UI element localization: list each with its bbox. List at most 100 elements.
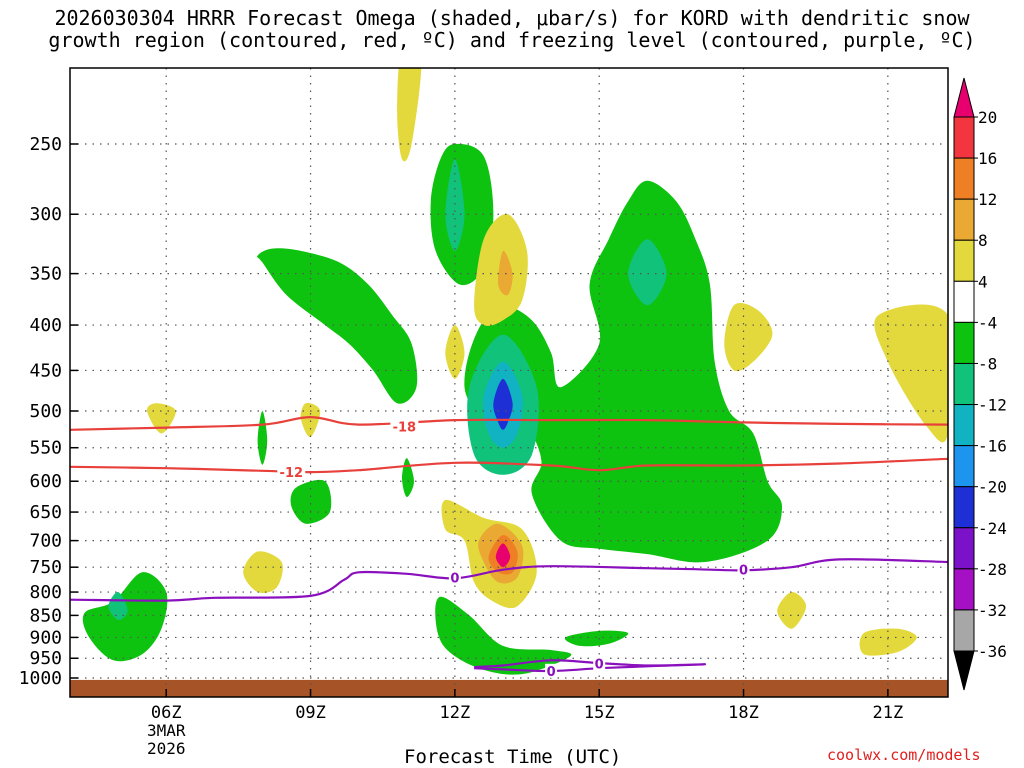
omega-region-teal-right (628, 239, 667, 306)
omega-region-teal-lower-left (108, 591, 128, 620)
colorbar-label--12: -12 (978, 396, 1007, 415)
terrain-fill (70, 679, 948, 697)
colorbar-label--20: -20 (978, 478, 1007, 497)
colorbar-label-16: 16 (978, 149, 997, 168)
contour-freezing-level-lower (474, 659, 707, 673)
colorbar-swatch-5 (953, 280, 975, 323)
omega-region-yellow-right-b (874, 304, 948, 443)
y-tick-label-800: 800 (29, 582, 62, 603)
omega-region-yellow-right-c (777, 591, 807, 629)
omega-region-yellow-left-c (243, 551, 283, 594)
title-line-2: growth region (contoured, red, ºC) and f… (48, 28, 976, 52)
x-tick-label-06Z: 06Z (151, 703, 182, 723)
y-axis: 2503003504004505005506006507007508008509… (19, 134, 78, 689)
x-tick-date-06Z: 3MAR (147, 721, 186, 740)
contour-label-extra-1-bg (737, 562, 750, 577)
y-tick-label-700: 700 (29, 531, 62, 552)
contour-label-dgz-minus-18-bg (390, 419, 419, 434)
colorbar-swatch-3 (953, 198, 975, 241)
y-tick-label-250: 250 (29, 134, 62, 155)
contour-label-freezing-level-main-bg (448, 570, 461, 585)
omega-region-green-upper-left (257, 248, 418, 404)
colorbar-swatch-6 (953, 321, 975, 364)
omega-region-teal-tall (445, 159, 465, 251)
y-tick-label-950: 950 (29, 648, 62, 669)
y-tick-label-1000: 1000 (19, 668, 62, 689)
colorbar-label--36: -36 (978, 642, 1007, 661)
x-tick-label-12Z: 12Z (440, 703, 471, 723)
title-line-1: 2026030304 HRRR Forecast Omega (shaded, … (54, 6, 970, 30)
colorbar-label--8: -8 (978, 354, 997, 373)
colorbar-swatch-8 (953, 404, 975, 447)
y-tick-label-600: 600 (29, 471, 62, 492)
omega-region-yellow-right-d (859, 628, 917, 656)
x-tick-label-18Z: 18Z (728, 703, 759, 723)
colorbar-label--28: -28 (978, 560, 1007, 579)
omega-region-yellow-right-a (724, 302, 773, 372)
omega-region-yellow-left-b (300, 402, 321, 438)
colorbar-swatch-7 (953, 362, 975, 406)
y-tick-label-400: 400 (29, 315, 62, 336)
x-tick-label-09Z: 09Z (295, 703, 326, 723)
contour-label-extra-1: 0 (739, 563, 748, 578)
x-tick-label-21Z: 21Z (873, 703, 904, 723)
colorbar: 20 16 12 8 4 -4 -8 -12 -16 -20 -24 -28 -32 -36 (953, 77, 1007, 691)
omega-region-green-lower-right (564, 630, 629, 647)
contour-label-layer: -18 -12 0 0 0 0 (277, 419, 750, 680)
x-axis-label: Forecast Time (UTC) (404, 746, 622, 768)
colorbar-bottom-arrow (953, 650, 975, 691)
chart-title: 2026030304 HRRR Forecast Omega (shaded, … (0, 7, 1024, 51)
y-tick-label-750: 750 (29, 557, 62, 578)
x-tick-label-15Z: 15Z (584, 703, 615, 723)
contour-label-extra-0: 0 (595, 657, 604, 672)
omega-region-green-sliver-a (257, 411, 268, 465)
contour-label-freezing-level-main: 0 (450, 571, 459, 586)
colorbar-swatch-11 (953, 527, 975, 570)
colorbar-label--24: -24 (978, 519, 1007, 538)
y-tick-label-500: 500 (29, 401, 62, 422)
omega-region-yellow-upper-small (445, 325, 465, 379)
contour-dgz-minus-12 (70, 457, 948, 474)
colorbar-swatch-13 (953, 609, 975, 652)
contour-freezing-level-main (70, 558, 948, 602)
y-tick-label-650: 650 (29, 502, 62, 523)
colorbar-label--32: -32 (978, 601, 1007, 620)
y-tick-label-350: 350 (29, 264, 62, 285)
colorbar-label-4: 4 (978, 272, 988, 291)
omega-region-green-main (464, 180, 782, 563)
contour-dgz-minus-18 (70, 415, 948, 431)
colorbar-label-12: 12 (978, 190, 997, 209)
colorbar-swatch-10 (953, 486, 975, 529)
colorbar-swatch-9 (953, 445, 975, 488)
contour-label-freezing-level-lower-bg (545, 663, 558, 678)
omega-region-green-lower-mid (435, 596, 572, 675)
y-tick-label-450: 450 (29, 360, 62, 381)
contour-label-dgz-minus-12: -12 (280, 466, 304, 481)
site-credit: coolwx.com/models (827, 746, 981, 764)
colorbar-label-20: 20 (978, 108, 997, 127)
contour-layer (70, 415, 948, 673)
contour-label-dgz-minus-12-bg (277, 464, 306, 479)
omega-region-magenta-lower (495, 543, 511, 568)
contour-label-dgz-minus-18: -18 (393, 421, 417, 436)
y-tick-label-550: 550 (29, 438, 62, 459)
plot-frame (69, 67, 949, 698)
omega-region-blue-core (493, 378, 513, 430)
omega-region-green-sliver-b (290, 479, 332, 524)
y-tick-label-300: 300 (29, 204, 62, 225)
x-tick-year-06Z: 2026 (147, 739, 186, 758)
colorbar-label--4: -4 (978, 313, 997, 332)
colorbar-swatch-4 (953, 239, 975, 282)
colorbar-swatch-1 (953, 116, 975, 159)
omega-shading-layer (82, 68, 948, 675)
omega-region-green-sliver-c (402, 458, 414, 498)
colorbar-label--16: -16 (978, 437, 1007, 456)
colorbar-top-arrow (953, 77, 975, 118)
omega-region-yellow-top (397, 68, 422, 162)
omega-region-green-lower-left (82, 572, 168, 662)
y-tick-label-850: 850 (29, 605, 62, 626)
y-tick-label-900: 900 (29, 627, 62, 648)
contour-label-freezing-level-lower: 0 (547, 665, 556, 680)
colorbar-swatch-2 (953, 157, 975, 200)
